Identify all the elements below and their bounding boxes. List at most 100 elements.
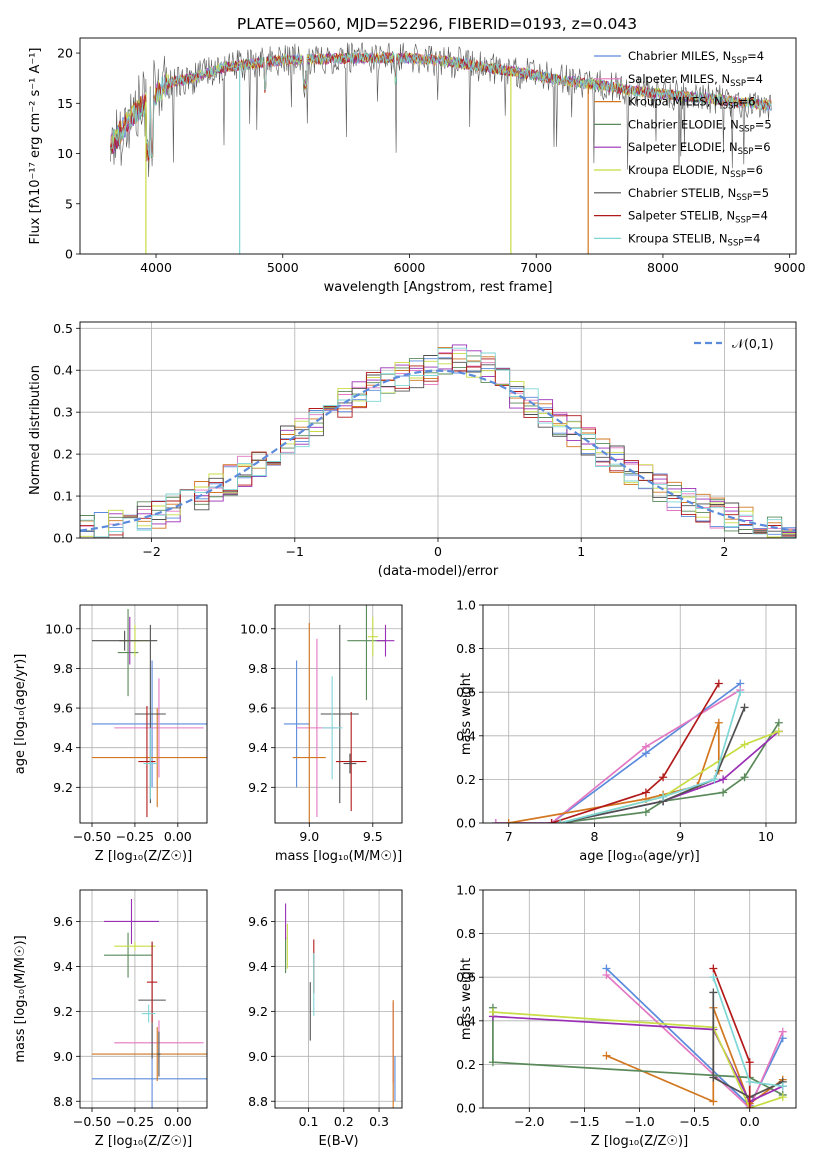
plot-area-mass_vs_Z	[80, 890, 207, 1108]
x-tick-label: 0.0	[740, 1114, 760, 1129]
x-axis-label: (data-model)/error	[378, 564, 499, 579]
weight-line	[495, 689, 741, 823]
legend-entry: Chabrier ELODIE, NSSP=5	[628, 117, 772, 134]
y-tick-label: 10.0	[45, 621, 73, 636]
x-axis-label: Z [log₁₀(Z/Z☉)]	[95, 849, 192, 864]
x-tick-label: 9.5	[363, 829, 383, 844]
y-tick-label: 0.1	[53, 489, 73, 504]
weight-line	[551, 683, 720, 823]
y-axis-label: mass weight	[459, 958, 474, 1040]
weight-marker	[556, 819, 565, 823]
weight-marker	[778, 1082, 787, 1091]
legend-entry: Chabrier STELIB, NSSP=5	[628, 186, 769, 203]
legend: Chabrier MILES, NSSP=4 Salpeter MILES, NS…	[594, 49, 772, 248]
weight-line	[560, 722, 780, 823]
plot-area-mass_weight_vs_Z	[483, 890, 796, 1108]
axes-frame	[79, 604, 208, 824]
y-tick-label: 0.8	[456, 926, 476, 941]
axes-frame	[274, 889, 403, 1109]
y-tick-label: 0.6	[456, 970, 476, 985]
axes-frame	[482, 604, 797, 824]
x-tick-label: 2	[720, 544, 728, 559]
x-tick-label: −1.0	[624, 1114, 654, 1129]
y-tick-label: 0.0	[53, 531, 73, 546]
weight-marker	[709, 964, 718, 973]
spectrum-line	[110, 51, 772, 158]
weight-marker	[709, 1073, 718, 1082]
y-tick-label: 9.6	[248, 914, 268, 929]
x-tick-label: −0.25	[116, 1114, 154, 1129]
x-tick-label: 0.3	[369, 1114, 389, 1129]
legend-entry: Salpeter STELIB, NSSP=4	[628, 209, 768, 226]
y-tick-label: 8.8	[248, 1094, 268, 1109]
axes-frame	[79, 889, 208, 1109]
x-axis-label: Z [log₁₀(Z/Z☉)]	[591, 1134, 688, 1149]
weight-marker	[774, 718, 783, 727]
x-axis-label: mass [log₁₀(M/M☉)]	[275, 849, 402, 864]
plot-area-residuals	[80, 322, 796, 538]
axes-frame	[79, 37, 797, 255]
weight-marker	[736, 688, 745, 697]
weight-marker	[659, 773, 668, 782]
weight-marker	[659, 792, 668, 801]
weight-marker	[641, 808, 650, 817]
y-axis-label: age [log₁₀(age/yr)]	[13, 654, 28, 775]
legend-entry: Kroupa MILES, NSSP=6	[628, 95, 755, 112]
y-axis-label: Flux [fλ10⁻¹⁷ erg cm⁻² s⁻¹ A⁻¹]	[28, 48, 43, 245]
x-tick-label: 0.2	[334, 1114, 354, 1129]
weight-marker	[602, 1051, 611, 1060]
y-tick-label: 1.0	[456, 883, 476, 898]
y-tick-label: 0.6	[456, 685, 476, 700]
y-tick-label: 0	[65, 247, 73, 262]
x-tick-label: 9000	[774, 260, 806, 275]
weight-marker	[714, 679, 723, 688]
weight-marker	[740, 773, 749, 782]
y-tick-label: 9.2	[53, 780, 73, 795]
axes-frame	[79, 321, 797, 539]
y-axis-label: mass [log₁₀(M/M☉)]	[13, 935, 28, 1062]
y-tick-label: 9.4	[248, 740, 268, 755]
legend-entry: 𝒩(0,1)	[732, 336, 774, 351]
y-tick-label: 10.0	[240, 621, 268, 636]
axes-frame	[482, 889, 797, 1109]
weight-marker	[745, 1058, 754, 1067]
plot-area-age_vs_Z	[80, 605, 207, 823]
axes-age_vs_Z: −0.50 −0.25 0.00 9.2 9.4 9.6 9.8 10.0 Z [log₁₀(Z…	[13, 604, 208, 864]
y-tick-label: 5	[65, 196, 73, 211]
x-tick-label: 7000	[520, 260, 552, 275]
weight-marker	[491, 819, 500, 823]
y-tick-label: 9.4	[248, 959, 268, 974]
weight-marker	[778, 1027, 787, 1036]
y-tick-label: 0.4	[456, 728, 476, 743]
weight-marker	[774, 727, 783, 736]
y-tick-label: 9.2	[53, 1004, 73, 1019]
weight-line	[712, 992, 784, 1099]
y-tick-label: 1.0	[456, 598, 476, 613]
weight-marker	[602, 971, 611, 980]
x-tick-label: 1	[577, 544, 585, 559]
x-axis-label: wavelength [Angstrom, rest frame]	[324, 280, 553, 295]
y-tick-label: 9.6	[53, 914, 73, 929]
weight-line	[560, 707, 746, 823]
y-tick-label: 0.2	[456, 772, 476, 787]
x-tick-label: −0.5	[679, 1114, 709, 1129]
legend-entry: Salpeter ELODIE, NSSP=6	[628, 140, 771, 157]
y-tick-label: 9.0	[248, 1049, 268, 1064]
y-tick-label: 0.2	[456, 1057, 476, 1072]
weight-marker	[719, 775, 728, 784]
x-tick-label: 0	[434, 544, 442, 559]
axes-spectrum: 4000 5000 6000 7000 8000 9000 0 5 10 15 20 waveleng…	[28, 37, 806, 295]
y-tick-label: 10	[57, 146, 73, 161]
y-tick-label: 9.4	[53, 740, 73, 755]
x-tick-label: 4000	[140, 260, 172, 275]
weight-line	[605, 974, 784, 1108]
x-tick-label: 0.00	[164, 829, 192, 844]
weight-line	[559, 691, 742, 823]
axes-age_vs_mass: 9.0 9.5 9.2 9.4 9.6 9.8 10.0 mass [log₁₀(M/M☉)]	[240, 604, 403, 864]
legend-entry: Kroupa ELODIE, NSSP=6	[628, 163, 763, 180]
x-axis-label: E(B-V)	[318, 1134, 358, 1149]
weight-marker	[719, 788, 728, 797]
y-axis-label: mass weight	[459, 673, 474, 755]
weight-marker	[641, 742, 650, 751]
